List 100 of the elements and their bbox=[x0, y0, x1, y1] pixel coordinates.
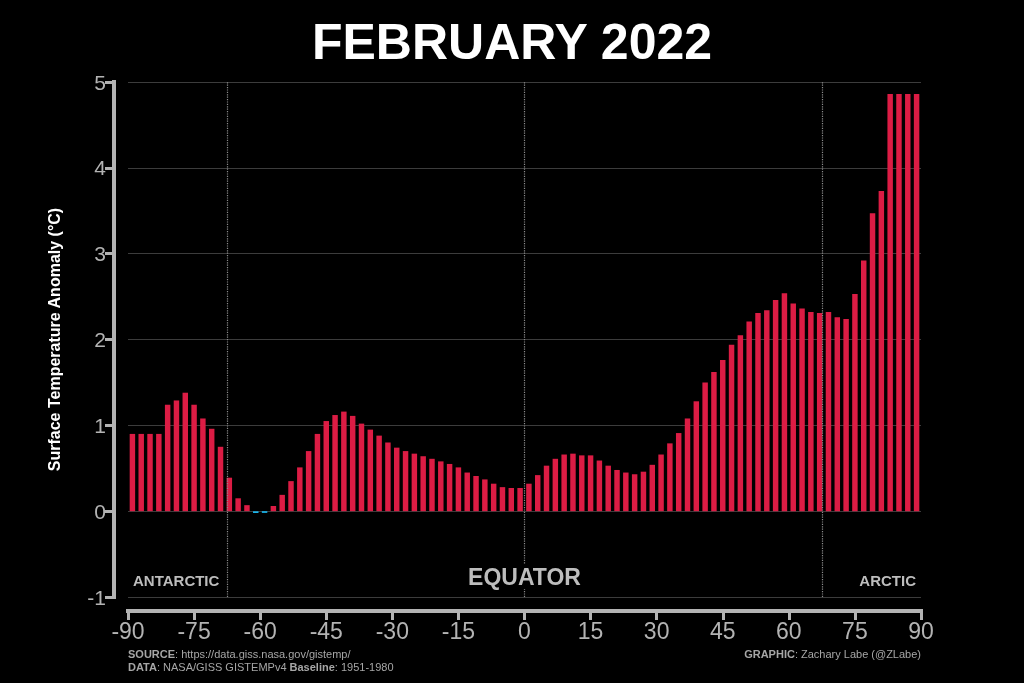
bar bbox=[790, 303, 796, 512]
bar bbox=[147, 433, 153, 512]
bar bbox=[323, 421, 329, 512]
bar bbox=[561, 454, 567, 512]
bar bbox=[720, 360, 726, 512]
bar bbox=[614, 469, 620, 512]
bar bbox=[781, 293, 788, 512]
bar bbox=[587, 455, 594, 512]
x-tick-label: -30 bbox=[375, 617, 409, 644]
bar bbox=[173, 400, 180, 512]
bar bbox=[861, 260, 867, 512]
bar bbox=[658, 454, 664, 512]
bar bbox=[182, 392, 188, 512]
x-tick-label: 0 bbox=[518, 617, 531, 644]
bar bbox=[737, 335, 744, 512]
bar bbox=[482, 479, 488, 512]
bar bbox=[208, 428, 215, 512]
text: GRAPHIC: Zachary Labe (@ZLabe) bbox=[744, 648, 922, 660]
bar bbox=[508, 487, 515, 512]
y-tick-label: 0 bbox=[94, 499, 106, 523]
x-tick-label: -75 bbox=[177, 617, 211, 644]
bar bbox=[367, 429, 374, 512]
text: DATA: NASA/GISS GISTEMPv4 Baseline: 1951-1980 bbox=[128, 661, 394, 673]
bar bbox=[279, 494, 285, 512]
bar bbox=[394, 447, 400, 512]
ref-line-label: ARCTIC bbox=[859, 572, 917, 589]
bar bbox=[869, 213, 876, 512]
bar bbox=[887, 94, 893, 512]
bar bbox=[385, 442, 391, 512]
bar bbox=[341, 411, 347, 512]
y-tick-label: 4 bbox=[94, 156, 107, 180]
bar bbox=[631, 474, 638, 512]
x-tick-label: 75 bbox=[842, 617, 868, 644]
bar bbox=[878, 191, 885, 512]
bar bbox=[896, 94, 902, 512]
bar bbox=[332, 415, 338, 512]
bar bbox=[473, 475, 479, 512]
bar bbox=[808, 312, 814, 512]
ref-line-label: ANTARCTIC bbox=[133, 572, 220, 589]
x-tick-label: 15 bbox=[577, 617, 604, 644]
bar bbox=[402, 451, 409, 512]
bar bbox=[534, 475, 541, 512]
bar bbox=[446, 463, 453, 512]
bar bbox=[684, 418, 691, 512]
bar bbox=[358, 423, 365, 512]
bar bbox=[129, 433, 136, 512]
bar bbox=[746, 321, 752, 512]
bar bbox=[297, 467, 303, 512]
bar bbox=[438, 461, 444, 512]
bar bbox=[913, 94, 920, 512]
bar bbox=[552, 458, 559, 512]
bar bbox=[764, 310, 770, 512]
bar bbox=[852, 294, 858, 512]
y-tick-label: 5 bbox=[94, 70, 106, 94]
bar bbox=[217, 446, 224, 512]
bar bbox=[138, 433, 144, 512]
bar bbox=[640, 471, 647, 512]
bar bbox=[816, 312, 823, 512]
bar bbox=[429, 458, 435, 512]
x-tick-label: -45 bbox=[309, 617, 343, 644]
bar bbox=[772, 300, 779, 512]
ref-line-label: EQUATOR bbox=[468, 563, 582, 590]
bar bbox=[579, 455, 585, 512]
bar bbox=[543, 465, 550, 512]
bar bbox=[349, 415, 356, 512]
bar bbox=[314, 433, 321, 512]
bar bbox=[905, 94, 911, 512]
bar bbox=[675, 433, 682, 512]
bar bbox=[411, 453, 418, 512]
bar bbox=[288, 481, 294, 512]
bar bbox=[667, 443, 673, 512]
x-tick-label: 45 bbox=[709, 617, 736, 644]
bar bbox=[728, 344, 735, 512]
bar bbox=[420, 456, 426, 512]
bar bbox=[711, 372, 717, 512]
y-axis-title: Surface Temperature Anomaly (°C) bbox=[45, 207, 63, 472]
bar bbox=[200, 418, 206, 512]
bar bbox=[799, 308, 805, 512]
bar bbox=[235, 498, 241, 512]
bar bbox=[376, 435, 382, 512]
bar bbox=[517, 487, 523, 512]
x-tick-label: 60 bbox=[776, 617, 802, 644]
bar bbox=[464, 472, 470, 512]
bar bbox=[164, 404, 171, 512]
bar bbox=[843, 318, 849, 512]
bar bbox=[755, 312, 761, 512]
bar bbox=[156, 433, 162, 512]
bar bbox=[649, 464, 655, 512]
x-tick-label: -60 bbox=[243, 617, 277, 644]
x-tick-label: -15 bbox=[441, 617, 476, 644]
bar bbox=[693, 401, 700, 512]
bar bbox=[834, 317, 841, 512]
y-tick-label: 1 bbox=[94, 413, 106, 437]
y-tick-label: -1 bbox=[87, 585, 106, 609]
bar bbox=[305, 451, 312, 512]
source-note: SOURCE: https://data.giss.nasa.gov/gistemp/ bbox=[128, 648, 352, 660]
x-tick-label: 90 bbox=[908, 617, 934, 644]
chart-title: FEBRUARY 2022 bbox=[311, 14, 713, 70]
bar bbox=[570, 453, 576, 512]
x-tick-label: 30 bbox=[643, 617, 670, 644]
